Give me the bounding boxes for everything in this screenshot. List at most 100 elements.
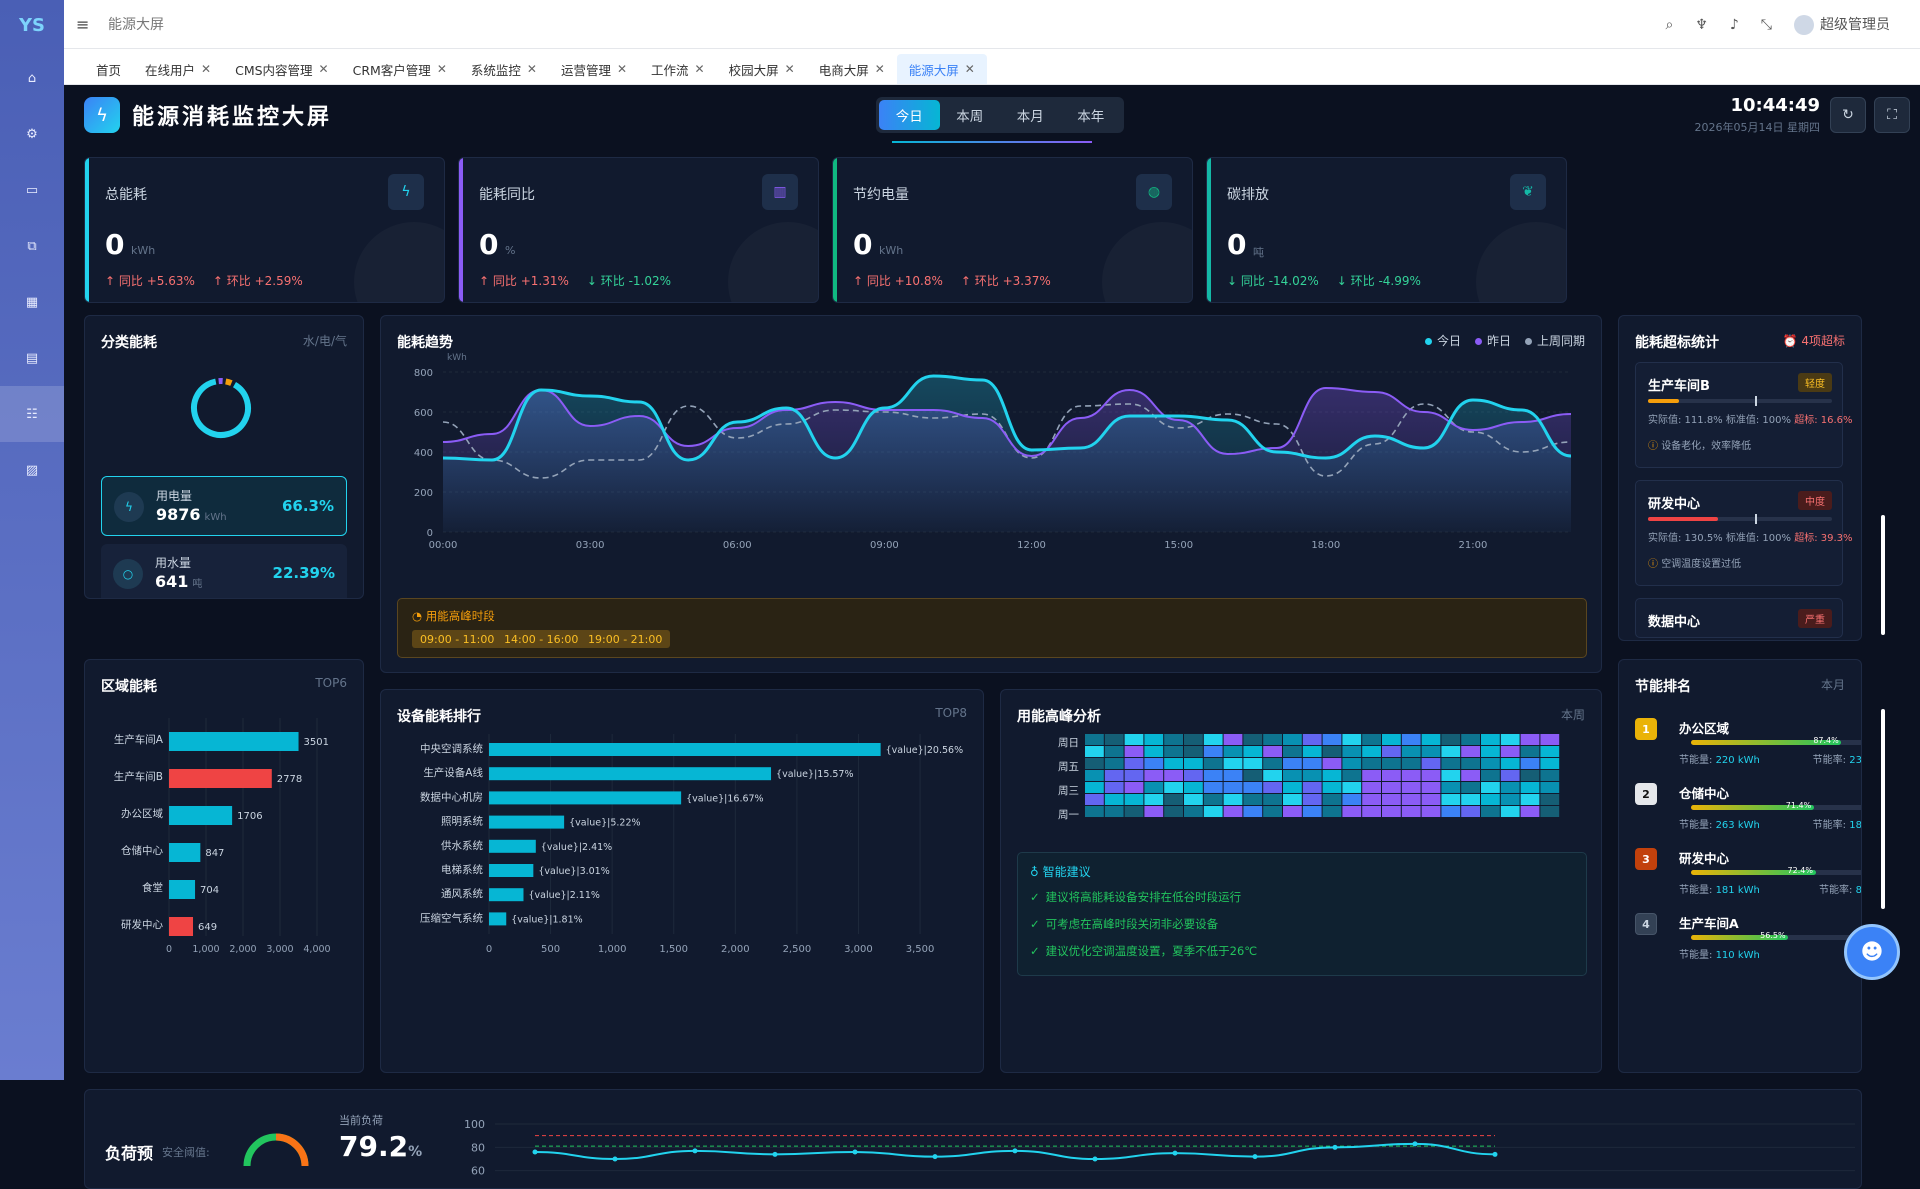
- bar-value: {value}|20.56%: [886, 745, 963, 756]
- category-unit: 吨: [192, 579, 203, 590]
- bell-icon[interactable]: ♪: [1729, 16, 1739, 33]
- saving-rank-item[interactable]: 1 办公区域 87.4% 节能量: 220 kWh 节能率: 23.2%: [1635, 712, 1861, 766]
- tab-5[interactable]: 运营管理 ✕: [549, 54, 639, 84]
- tab-1[interactable]: 在线用户 ✕: [133, 54, 223, 84]
- trend-panel: 能耗趋势 今日 昨日 上周同期 kWh 0 200 400 600 800 00:00 03:00…: [380, 315, 1602, 673]
- close-icon[interactable]: ✕: [436, 62, 447, 76]
- close-icon[interactable]: ✕: [201, 62, 212, 76]
- sidebar-item-3[interactable]: ⧉: [27, 238, 37, 254]
- tab-7[interactable]: 校园大屏 ✕: [717, 54, 807, 84]
- exceed-item[interactable]: 数据中心 严重: [1635, 598, 1843, 638]
- category-value: 641 吨: [155, 572, 202, 591]
- x-tick: 09:00: [870, 540, 899, 551]
- close-icon[interactable]: ✕: [874, 62, 885, 76]
- period-0[interactable]: 今日: [879, 100, 940, 130]
- sidebar-item-1[interactable]: ⚙: [26, 126, 38, 142]
- kpi-card: 节约电量 ◍ 0 kWh ↑ 同比 +10.8% ↑ 环比 +3.37%: [832, 157, 1193, 303]
- heat-cell: [1085, 758, 1104, 769]
- saving-scrollbar[interactable]: [1881, 709, 1885, 909]
- clock-date: 2026年05月14日 星期四: [1694, 121, 1821, 134]
- saving-rank-item[interactable]: 2 仓储中心 71.4% 节能量: 263 kWh 节能率: 18.2%: [1635, 777, 1861, 831]
- exceed-item[interactable]: 生产车间B 轻度 实际值: 111.8% 标准值: 100% 超标: 16.6% ⓘ …: [1635, 362, 1853, 468]
- assistant-robot-button[interactable]: ☻: [1844, 924, 1900, 980]
- period-2[interactable]: 本月: [1016, 109, 1044, 125]
- close-icon[interactable]: ✕: [318, 62, 329, 76]
- sidebar-item-7[interactable]: ▨: [25, 462, 39, 478]
- fullscreen-button[interactable]: ⛶: [1874, 97, 1910, 133]
- close-icon[interactable]: ✕: [526, 62, 537, 76]
- heat-cell: [1401, 782, 1421, 793]
- x-tick: 0: [486, 944, 492, 955]
- sidebar-item-4[interactable]: ▦: [25, 294, 39, 310]
- legend-item[interactable]: 上周同期: [1524, 332, 1585, 349]
- tab-0[interactable]: 首页: [84, 54, 133, 84]
- region-sub: TOP6: [315, 676, 347, 690]
- x-tick: 03:00: [576, 540, 605, 551]
- heat-cell: [1540, 746, 1560, 757]
- heat-cell: [1401, 806, 1421, 817]
- kpi-yoy-text: 同比 +10.8%: [866, 274, 943, 288]
- close-icon[interactable]: ✕: [694, 62, 705, 76]
- sidebar-item-0[interactable]: ⌂: [27, 70, 37, 86]
- saving-rank-item[interactable]: 3 研发中心 72.4% 节能量: 181 kWh 节能率: 8.5%: [1635, 842, 1861, 896]
- rank-saved-label: 节能量:: [1679, 885, 1713, 896]
- rank-bar: 56.5%: [1691, 931, 1861, 940]
- heat-cell: [1243, 806, 1263, 817]
- x-tick: 0: [166, 944, 172, 955]
- rank-rate: 节能率: 8.5%: [1819, 881, 1861, 896]
- x-tick: 500: [541, 944, 560, 955]
- heat-cell: [1322, 734, 1342, 745]
- heat-cell: [1540, 770, 1560, 781]
- y-tick: 800: [414, 368, 433, 379]
- kpi-unit: kWh: [879, 244, 904, 257]
- rank-bar-fill: [1691, 935, 1789, 940]
- heat-cell: [1382, 770, 1401, 781]
- load-point: [1332, 1144, 1338, 1150]
- refresh-icon: ↻: [1842, 107, 1854, 123]
- refresh-button[interactable]: ↻: [1830, 97, 1866, 133]
- exceed-item[interactable]: 研发中心 中度 实际值: 130.5% 标准值: 100% 超标: 39.3% ⓘ 空…: [1635, 480, 1853, 586]
- sidebar-item-2[interactable]: ▭: [25, 182, 39, 198]
- legend-item[interactable]: 昨日: [1474, 332, 1511, 349]
- load-chart: 406080100: [464, 1118, 1855, 1178]
- tab-2[interactable]: CMS内容管理 ✕: [223, 54, 341, 84]
- exceed-actual: 实际值: 111.8%: [1648, 415, 1723, 426]
- sidebar-item-6[interactable]: ☷: [0, 386, 64, 442]
- category-item[interactable]: ϟ 用电量 9876 kWh 66.3%: [101, 476, 347, 536]
- sidebar-item-5[interactable]: ▤: [25, 350, 39, 366]
- heat-cell: [1243, 782, 1263, 793]
- x-tick: 3,000: [266, 944, 293, 955]
- breadcrumb: 能源大屏: [108, 17, 164, 33]
- tab-9[interactable]: 能源大屏 ✕: [896, 54, 987, 84]
- menu-toggle-icon[interactable]: ≡: [76, 14, 90, 34]
- exceed-scrollbar[interactable]: [1881, 515, 1885, 635]
- close-icon[interactable]: ✕: [964, 62, 975, 76]
- search-icon[interactable]: ⌕: [1665, 16, 1674, 33]
- tab-3[interactable]: CRM客户管理 ✕: [341, 54, 459, 84]
- tab-4[interactable]: 系统监控 ✕: [459, 54, 549, 84]
- warning-icon: ⓘ: [1648, 441, 1662, 452]
- fullscreen-icon[interactable]: ⤡: [1760, 16, 1772, 33]
- close-icon[interactable]: ✕: [784, 62, 795, 76]
- top-bar: ≡ 能源大屏 ⌕ ♆ ♪ ⤡ 超级管理员: [64, 0, 1920, 49]
- legend-item[interactable]: 今日: [1424, 332, 1461, 349]
- user-menu[interactable]: 超级管理员: [1794, 14, 1890, 35]
- close-icon[interactable]: ✕: [616, 62, 628, 76]
- category-label: 研发中心: [121, 918, 163, 931]
- saving-rank-item[interactable]: 4 生产车间A 56.5% 节能量: 110 kWh: [1635, 907, 1861, 961]
- period-1[interactable]: 本周: [956, 109, 984, 125]
- load-point: [692, 1148, 698, 1154]
- period-3[interactable]: 本年: [1077, 109, 1105, 125]
- tab-6[interactable]: 工作流 ✕: [639, 54, 717, 84]
- kpi-icon: ▥: [762, 174, 798, 210]
- heat-cell: [1362, 782, 1381, 793]
- load-panel: 负荷预 安全阈值: 当前负荷 79.2% 406080100: [84, 1089, 1862, 1189]
- kpi-label: 总能耗: [105, 187, 147, 203]
- tab-label: 校园大屏: [728, 62, 779, 78]
- heat-cell: [1104, 782, 1124, 793]
- heat-cell: [1500, 770, 1520, 781]
- tab-8[interactable]: 电商大屏 ✕: [807, 54, 897, 84]
- shirt-icon[interactable]: ♆: [1695, 16, 1708, 33]
- category-item[interactable]: ○ 用水量 641 吨 22.39%: [101, 544, 347, 598]
- legend-label: 今日: [1436, 334, 1461, 348]
